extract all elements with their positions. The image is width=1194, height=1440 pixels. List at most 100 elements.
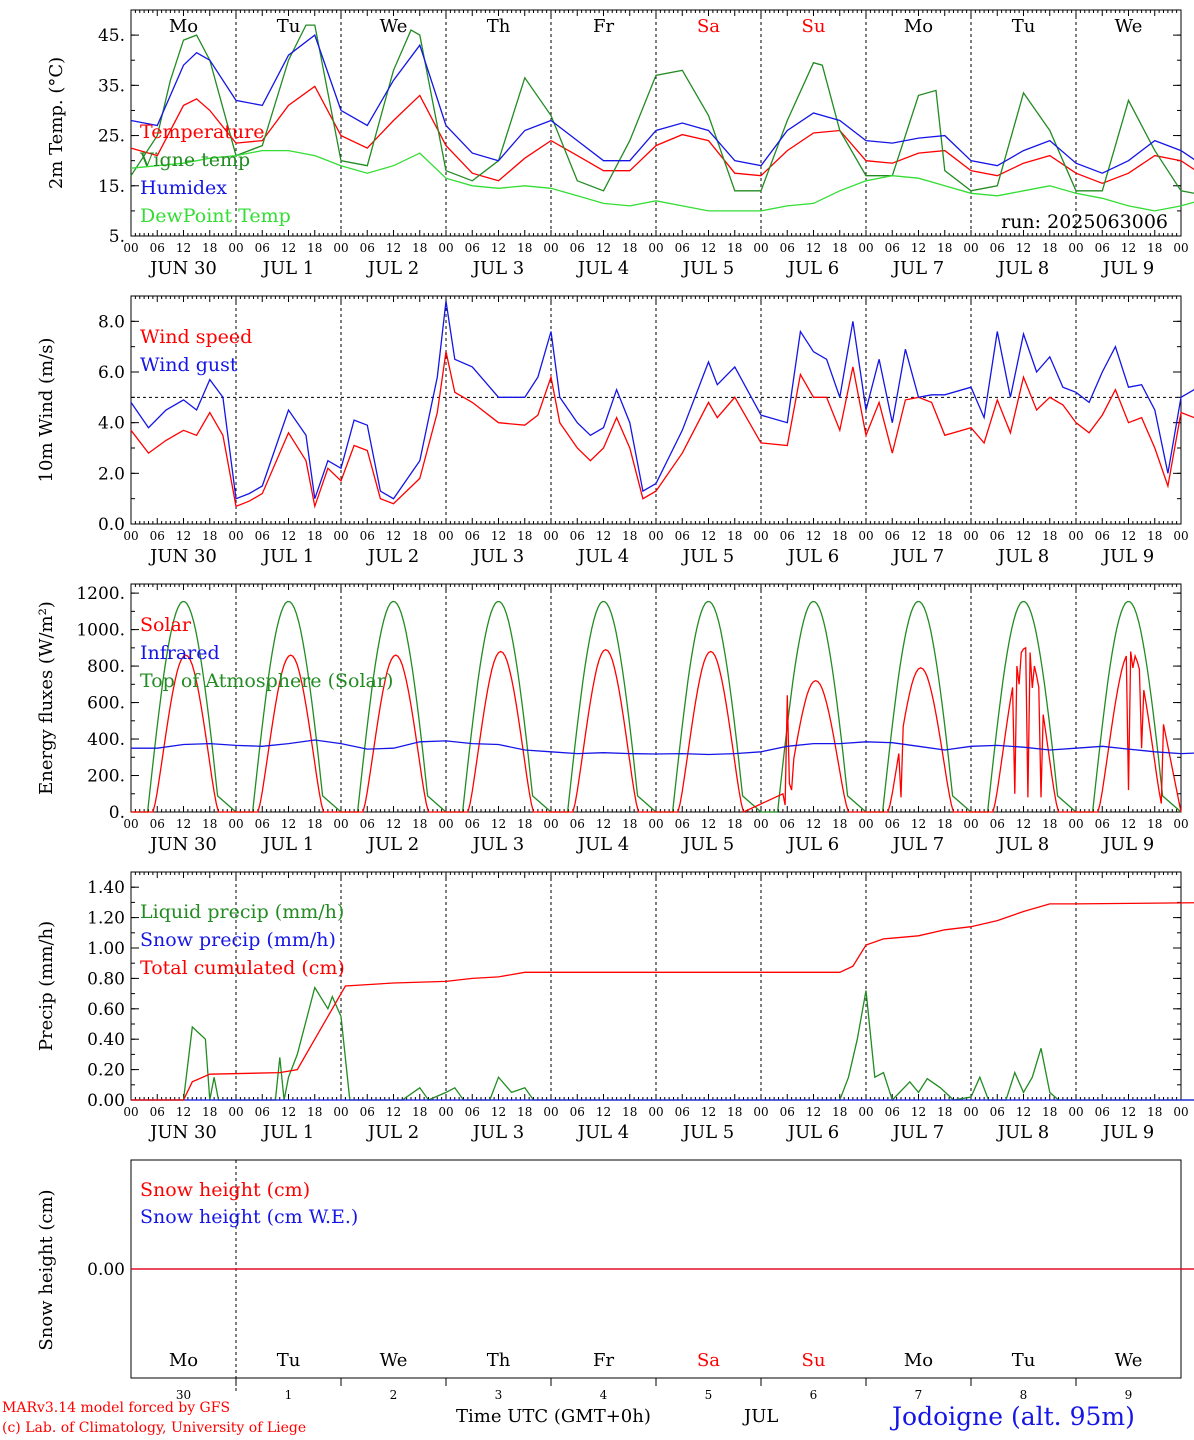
hour-label: 06 — [885, 1105, 900, 1119]
hour-label: 00 — [333, 241, 348, 255]
y-tick-label: 6.0 — [98, 363, 125, 383]
hour-label: 06 — [675, 241, 690, 255]
hour-label: 12 — [1016, 529, 1031, 543]
day-name: Mo — [904, 16, 933, 37]
hour-label: 06 — [675, 817, 690, 831]
day-number: 1 — [285, 1388, 293, 1402]
series-line-2 — [131, 902, 1194, 1101]
date-label: JUL 4 — [576, 834, 630, 855]
date-label: JUL 9 — [1101, 546, 1155, 567]
day-name: Tu — [1012, 16, 1036, 37]
date-label: JUL 2 — [366, 258, 420, 279]
hour-label: 18 — [1147, 817, 1162, 831]
hour-label: 00 — [648, 817, 663, 831]
hour-label: 00 — [963, 241, 978, 255]
hour-label: 12 — [386, 817, 401, 831]
hour-label: 18 — [412, 1105, 427, 1119]
series-line-infrared — [131, 739, 1194, 756]
date-label: JUL 7 — [891, 1122, 945, 1143]
credit-line2: (c) Lab. of Climatology, University of L… — [2, 1420, 307, 1436]
day-name-bottom: We — [1115, 1350, 1143, 1371]
day-name: Th — [487, 16, 511, 37]
hour-label: 06 — [150, 817, 165, 831]
hour-label: 18 — [412, 529, 427, 543]
series-line-0 — [130, 351, 1194, 509]
hour-label: 12 — [1121, 817, 1136, 831]
date-label: JUL 2 — [366, 546, 420, 567]
y-tick-label: 25. — [98, 127, 125, 147]
hour-label: 06 — [885, 241, 900, 255]
date-label: JUL 1 — [261, 834, 315, 855]
credit-line1: MARv3.14 model forced by GFS — [2, 1400, 231, 1416]
hour-label: 00 — [858, 1105, 873, 1119]
date-label: JUL 7 — [891, 546, 945, 567]
hour-label: 00 — [1068, 241, 1083, 255]
hour-label: 06 — [1095, 529, 1110, 543]
hour-label: 18 — [1147, 241, 1162, 255]
date-label: JUN 30 — [148, 258, 217, 279]
legend-entry: Temperature — [140, 121, 264, 143]
date-label: JUL 6 — [786, 258, 840, 279]
y-tick-label: 2.0 — [98, 464, 125, 484]
y-axis-label: 10m Wind (m/s) — [36, 338, 57, 483]
hour-label: 00 — [438, 817, 453, 831]
hour-label: 18 — [307, 529, 322, 543]
hour-label: 12 — [176, 817, 191, 831]
date-label: JUL 5 — [681, 834, 735, 855]
legend-entry: Vigne temp — [139, 149, 250, 171]
hour-label: 00 — [648, 529, 663, 543]
day-name-bottom: We — [380, 1350, 408, 1371]
hour-label: 18 — [622, 241, 637, 255]
legend-entry: Top of Atmosphere (Solar) — [140, 670, 393, 692]
date-label: JUL 2 — [366, 1122, 420, 1143]
series-line-3 — [130, 149, 1194, 212]
day-name: Su — [802, 16, 826, 37]
hour-label: 06 — [570, 817, 585, 831]
hour-label: 18 — [937, 241, 952, 255]
hour-label: 00 — [648, 1105, 663, 1119]
date-label: JUL 3 — [471, 1122, 525, 1143]
day-name: We — [380, 16, 408, 37]
series-line-1 — [130, 24, 1194, 194]
hour-label: 12 — [1121, 529, 1136, 543]
date-label: JUL 6 — [786, 834, 840, 855]
date-label: JUL 3 — [471, 546, 525, 567]
hour-label: 06 — [360, 529, 375, 543]
date-label: JUL 5 — [681, 1122, 735, 1143]
hour-label: 00 — [858, 817, 873, 831]
y-tick-label: 0.60 — [87, 1000, 125, 1020]
hour-label: 18 — [517, 1105, 532, 1119]
hour-label: 12 — [701, 1105, 716, 1119]
hour-label: 18 — [1147, 529, 1162, 543]
hour-label: 18 — [1042, 817, 1057, 831]
hour-label: 12 — [806, 241, 821, 255]
hour-label: 18 — [727, 1105, 742, 1119]
month-label: JUL — [744, 1406, 779, 1427]
date-label: JUL 8 — [996, 258, 1050, 279]
hour-label: 00 — [228, 529, 243, 543]
hour-label: 18 — [937, 1105, 952, 1119]
hour-label: 12 — [806, 1105, 821, 1119]
date-label: JUL 3 — [471, 258, 525, 279]
time-axis-label: Time UTC (GMT+0h) — [456, 1406, 651, 1427]
hour-label: 18 — [412, 817, 427, 831]
day-number: 5 — [705, 1388, 713, 1402]
hour-label: 12 — [281, 241, 296, 255]
y-tick-label: 1.00 — [87, 939, 125, 959]
hour-label: 18 — [307, 817, 322, 831]
hour-label: 06 — [570, 241, 585, 255]
hour-label: 00 — [1173, 817, 1188, 831]
model-credit: MARv3.14 model forced by GFS (c) Lab. of… — [2, 1398, 306, 1438]
y-tick-label: 0.00 — [87, 1260, 125, 1280]
hour-label: 06 — [570, 1105, 585, 1119]
hour-label: 06 — [885, 817, 900, 831]
y-tick-label: 35. — [98, 76, 125, 96]
hour-label: 00 — [1173, 1105, 1188, 1119]
day-number: 4 — [600, 1388, 608, 1402]
y-axis-label: Energy fluxes (W/m²) — [36, 601, 57, 795]
hour-label: 12 — [1016, 1105, 1031, 1119]
date-label: JUL 7 — [891, 258, 945, 279]
hour-label: 12 — [596, 241, 611, 255]
date-label: JUL 4 — [576, 258, 630, 279]
